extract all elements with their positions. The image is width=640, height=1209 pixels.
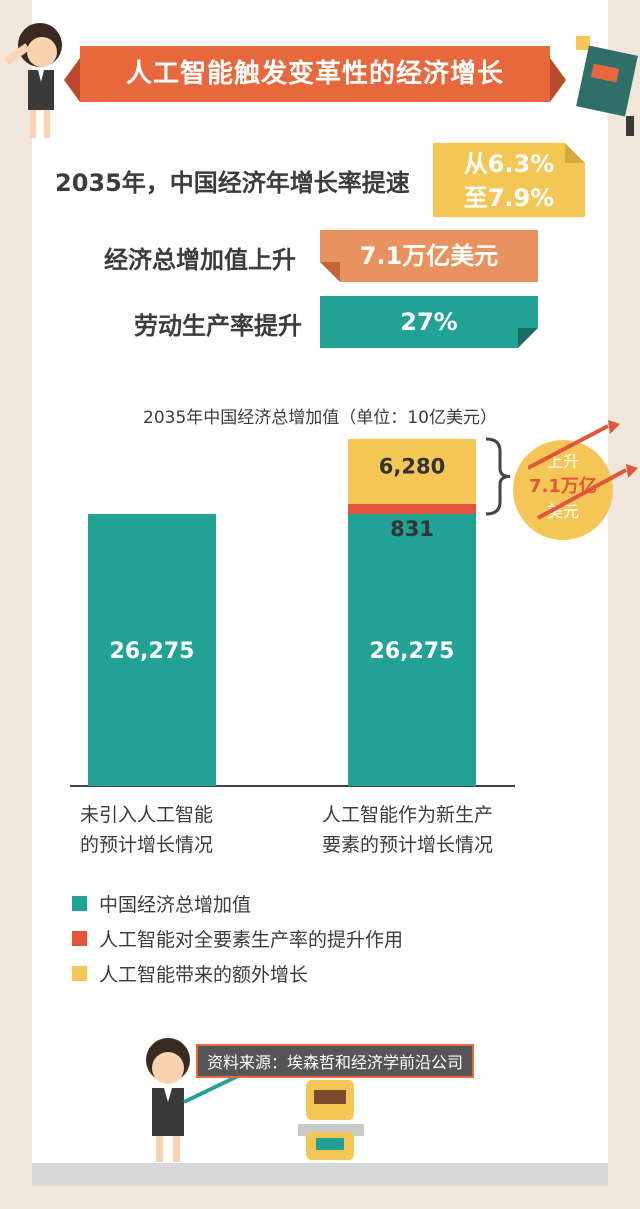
- legend-swatch: [72, 966, 87, 981]
- category-label-line: 的预计增长情况: [80, 834, 214, 856]
- bar-value-label: 26,275: [110, 639, 195, 664]
- bar-value-label: 831: [390, 517, 434, 541]
- stat-value-line1: 从6.3%: [463, 150, 555, 178]
- robot-small-icon: [298, 1080, 364, 1160]
- stat-value-gva: 7.1万亿美元: [320, 230, 538, 282]
- bar-segment: [348, 514, 476, 786]
- bar-segment: [348, 438, 476, 504]
- chart-title: 2035年中国经济总增加值（单位：10亿美元）: [143, 408, 497, 428]
- brace-icon: [485, 437, 511, 516]
- category-label-line: 要素的预计增长情况: [322, 834, 494, 856]
- fold-corner: [518, 328, 538, 348]
- legend-label: 人工智能带来的额外增长: [99, 964, 309, 986]
- legend-item: 人工智能带来的额外增长: [72, 956, 403, 991]
- bar-segment: [88, 514, 216, 786]
- category-label-line: 人工智能作为新生产: [322, 804, 494, 826]
- bar-value-label: 6,280: [379, 454, 445, 478]
- legend-item: 中国经济总增加值: [72, 886, 403, 921]
- stacked-bar-chart: 26,275 26,275 831 6,280: [70, 437, 515, 787]
- category-label: 未引入人工智能 的预计增长情况: [80, 800, 213, 860]
- bar-value-label: 26,275: [370, 639, 455, 664]
- stat-value-productivity: 27%: [320, 296, 538, 348]
- stat-label-productivity: 劳动生产率提升: [134, 312, 302, 340]
- legend-swatch: [72, 931, 87, 946]
- stat-value-growth-rate: 从6.3% 至7.9%: [433, 143, 585, 217]
- category-label-line: 未引入人工智能: [80, 804, 214, 826]
- increase-badge: 上升 7.1万亿 美元: [513, 440, 613, 540]
- page-title: 人工智能触发变革性的经济增长: [64, 46, 566, 102]
- fold-corner: [320, 262, 340, 282]
- legend-label: 人工智能对全要素生产率的提升作用: [99, 929, 404, 951]
- source-note: 资料来源：埃森哲和经济学前沿公司: [196, 1044, 474, 1078]
- legend-swatch: [72, 896, 87, 911]
- stat-value-line2: 至7.9%: [463, 184, 555, 212]
- woman-illustration-icon: [4, 23, 62, 138]
- category-label: 人工智能作为新生产 要素的预计增长情况: [322, 800, 493, 860]
- stat-label-growth-rate: 2035年，中国经济年增长率提速: [55, 169, 410, 197]
- robot-illustration-icon: [576, 36, 638, 136]
- bar-segment: [348, 504, 476, 514]
- badge-line2: 7.1万亿: [529, 476, 597, 497]
- chart-legend: 中国经济总增加值 人工智能对全要素生产率的提升作用 人工智能带来的额外增长: [72, 886, 403, 991]
- bottom-strip: [32, 1163, 608, 1186]
- up-arrow-icon: [528, 420, 638, 520]
- legend-item: 人工智能对全要素生产率的提升作用: [72, 921, 403, 956]
- legend-label: 中国经济总增加值: [99, 894, 252, 916]
- fold-corner: [565, 143, 585, 163]
- presenter-woman-icon: [146, 1038, 239, 1162]
- badge-line1: 上升: [546, 452, 579, 471]
- stat-label-gva: 经济总增加值上升: [104, 246, 296, 274]
